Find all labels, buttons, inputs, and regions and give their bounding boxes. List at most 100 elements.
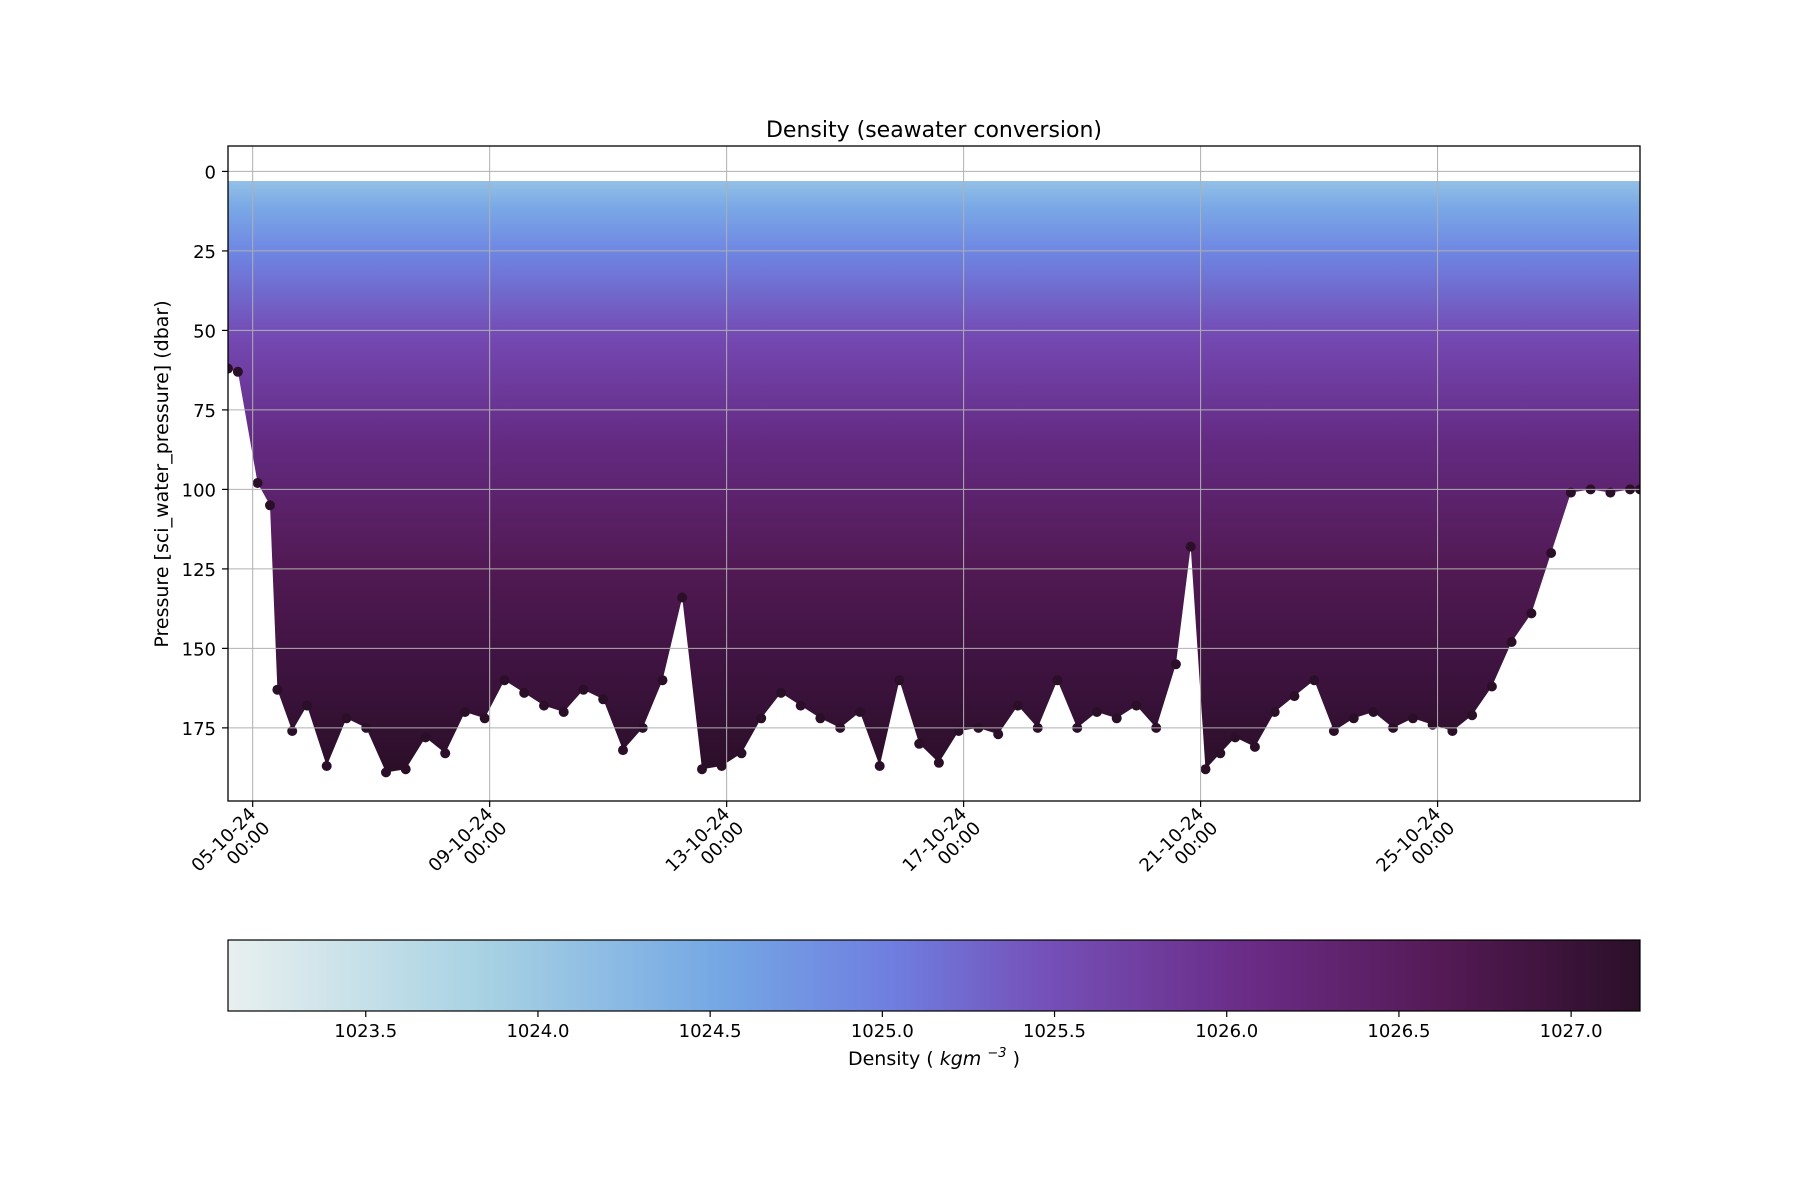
colorbar-label-text: Density (848, 1048, 920, 1070)
profile-bottom-point (1289, 691, 1300, 702)
profile-bottom-point (420, 732, 431, 743)
colorbar-tick-label: 1025.0 (851, 1021, 914, 1042)
profile-bottom-point (1546, 548, 1557, 558)
colorbar-tick-label: 1026.0 (1195, 1021, 1258, 1042)
profile-bottom-point (578, 684, 589, 695)
colorbar-label-open: ( (926, 1048, 933, 1070)
profile-bottom-point (558, 707, 569, 717)
profile-bottom-point (1447, 726, 1458, 736)
profile-bottom-point (460, 707, 470, 717)
y-tick-label: 25 (193, 242, 216, 263)
profile-bottom-point (1467, 710, 1478, 721)
profile-bottom-point (1526, 608, 1537, 619)
profile-bottom-point (539, 700, 549, 711)
profile-bottom-point (440, 748, 451, 759)
y-tick-label: 125 (182, 560, 216, 581)
colorbar-label: Density ( kgm −3 ) (848, 1040, 1020, 1070)
profile-bottom-point (1215, 748, 1226, 759)
colorbar-tick-label: 1027.0 (1540, 1021, 1603, 1042)
profile-bottom-point (657, 675, 668, 686)
profile-bottom-point (519, 687, 530, 698)
profile-bottom-point (272, 684, 283, 695)
profile-bottom-point (1185, 541, 1196, 552)
profile-bottom-point (677, 592, 688, 603)
profile-bottom-point (1427, 719, 1438, 730)
colorbar-label-close: ) (1013, 1048, 1020, 1070)
density-profile-area (228, 181, 1640, 773)
profile-bottom-point (287, 726, 298, 736)
profile-bottom-point (232, 366, 243, 377)
profile-bottom-point (341, 713, 352, 724)
x-axis: 05-10-2400:00 09-10-2400:00 13-10-2400:00 1… (188, 801, 1459, 891)
profile-bottom-point (1200, 764, 1211, 775)
profile-bottom-point (479, 713, 490, 724)
profile-bottom-point (1249, 741, 1260, 752)
grid-layer (228, 146, 1640, 801)
y-tick-label: 175 (182, 719, 216, 740)
profile-bottom-point (1407, 713, 1418, 724)
profile-bottom-point (265, 500, 275, 511)
profile-bottom-point (1230, 732, 1241, 743)
profile-bottom-point (1131, 700, 1142, 711)
profile-bottom-point (499, 675, 510, 686)
profile-bottom-point (598, 694, 609, 705)
y-axis-label: Pressure [sci_water_pressure] (dbar) (151, 300, 173, 647)
colorbar-unit: kgm (940, 1048, 982, 1070)
profile-bottom-point (1486, 681, 1497, 692)
profile-bottom-point (795, 700, 806, 711)
colorbar-tick-label: 1024.5 (679, 1021, 742, 1042)
y-tick-label: 75 (193, 401, 216, 422)
profile-bottom-point (874, 761, 885, 771)
profile-bottom-point (914, 738, 925, 749)
y-tick-label: 0 (205, 162, 216, 183)
profile-bottom-point (953, 726, 964, 736)
profile-bottom-point (400, 764, 411, 775)
y-axis: 0 25 50 75 100 125 150 175 (182, 162, 228, 740)
profile-bottom-point (815, 713, 826, 724)
profile-bottom-point (302, 700, 312, 711)
x-tick-label: 09-10-2400:00 (425, 804, 512, 891)
data-layer (228, 181, 1640, 778)
profile-bottom-point (933, 757, 944, 768)
profile-bottom-point (1170, 659, 1181, 670)
profile-bottom-point (252, 478, 263, 488)
colorbar-gradient (227, 939, 1641, 1012)
profile-bottom-point (1348, 713, 1359, 724)
profile-bottom-point (381, 767, 391, 778)
profile-bottom-point (993, 729, 1004, 740)
colorbar-tick-label: 1024.0 (506, 1021, 569, 1042)
colorbar: 1023.5 1024.0 1024.5 1025.0 1025.5 1026.0 1026… (227, 939, 1641, 1070)
profile-bottom-point (1506, 637, 1517, 647)
colorbar-ticks: 1023.5 1024.0 1024.5 1025.0 1025.5 1026.0 1026… (334, 1011, 1603, 1042)
y-tick-label: 50 (193, 321, 216, 342)
x-tick-label: 05-10-2400:00 (188, 804, 275, 891)
x-tick-label: 13-10-2400:00 (662, 804, 749, 891)
profile-bottom-point (228, 363, 233, 374)
profile-bottom-point (894, 675, 905, 686)
plot-area (227, 145, 1641, 802)
x-tick-label: 21-10-2400:00 (1136, 804, 1223, 891)
colorbar-tick-label: 1025.5 (1023, 1021, 1086, 1042)
profile-bottom-point (618, 745, 628, 756)
y-tick-label: 100 (182, 480, 216, 501)
profile-bottom-point (1052, 675, 1063, 686)
profile-bottom-point (1565, 487, 1576, 498)
profile-bottom-point (1111, 713, 1122, 724)
profile-bottom-point (697, 764, 707, 775)
profile-bottom-point (1309, 675, 1320, 686)
profile-bottom-point (1368, 707, 1379, 717)
profile-bottom-point (716, 761, 727, 771)
profile-bottom-point (776, 687, 786, 698)
y-tick-label: 150 (182, 639, 216, 660)
profile-bottom-point (1605, 487, 1616, 498)
profile-bottom-point (736, 748, 747, 759)
colorbar-tick-label: 1023.5 (334, 1021, 397, 1042)
profile-bottom-point (1091, 707, 1102, 717)
colorbar-tick-label: 1026.5 (1367, 1021, 1430, 1042)
x-tick-label: 17-10-2400:00 (899, 804, 986, 891)
colorbar-unit-exponent: −3 (987, 1046, 1006, 1061)
profile-bottom-point (756, 713, 767, 724)
profile-bottom-point (1012, 700, 1023, 711)
profile-bottom-point (1328, 726, 1339, 736)
